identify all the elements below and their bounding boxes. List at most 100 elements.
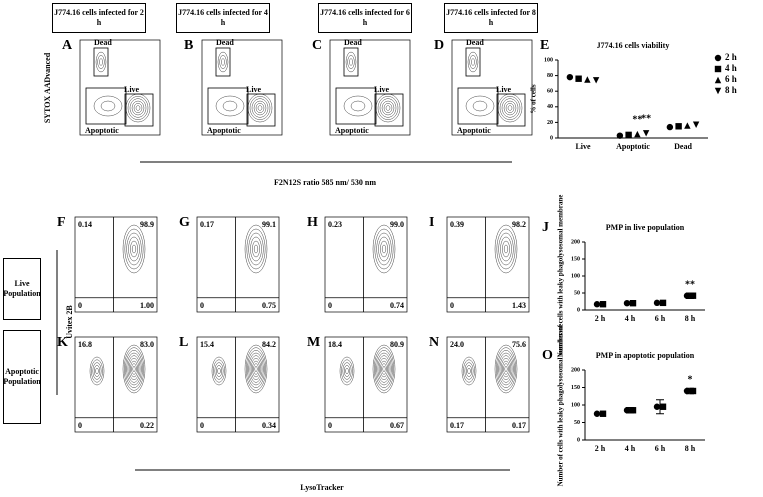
- quadrant-value: 99.0: [390, 220, 404, 229]
- contour: [505, 103, 515, 113]
- contour: [131, 244, 137, 254]
- axis-label: Uvitex 2B: [65, 305, 74, 339]
- data-point: [625, 131, 632, 139]
- contour: [345, 367, 349, 375]
- gate: [93, 47, 109, 77]
- gate-label: Dead: [344, 38, 362, 47]
- contour: [221, 58, 225, 66]
- contour: [89, 356, 105, 386]
- y-tick-label: 100: [571, 402, 580, 408]
- quadrant-value: 75.6: [512, 340, 526, 349]
- annotation: *: [688, 374, 693, 385]
- gate-label: Dead: [466, 38, 484, 47]
- contour: [504, 366, 508, 372]
- panel-letter: G: [179, 215, 190, 230]
- plot-frame: [324, 336, 408, 433]
- data-point: [714, 54, 722, 62]
- chart-title: PMP in apoptotic population: [596, 351, 695, 360]
- contour: [253, 100, 267, 116]
- panel-letter: H: [307, 215, 318, 230]
- quadrant-value: 1.43: [512, 301, 526, 310]
- y-tick-label: 200: [571, 239, 580, 245]
- data-point: [684, 122, 691, 129]
- panel-letter: I: [429, 215, 434, 230]
- data-point: [593, 301, 601, 308]
- panel-letter: O: [542, 348, 553, 363]
- gate: [335, 87, 377, 125]
- x-tick-label: Live: [575, 142, 591, 151]
- contour: [252, 360, 260, 378]
- data-point: [629, 300, 637, 307]
- data-point: [599, 410, 607, 417]
- contour: [376, 232, 392, 266]
- data-point: [659, 299, 667, 307]
- contour: [375, 93, 401, 123]
- panel-letter: F: [57, 215, 66, 230]
- contour: [385, 105, 391, 111]
- contour: [100, 100, 116, 112]
- chart-title: J774.16 cells viability: [597, 41, 670, 50]
- data-point: [629, 407, 637, 414]
- y-axis-label: Number of cells with leaky phagolysosoma…: [557, 195, 565, 358]
- contour: [463, 359, 475, 383]
- contour: [244, 224, 268, 274]
- data-point: [634, 130, 641, 138]
- contour: [130, 240, 138, 258]
- data-point: [642, 130, 650, 137]
- contour: [129, 98, 147, 118]
- plot-frame: [446, 216, 530, 313]
- data-point: [683, 387, 691, 395]
- y-axis-label: Number of cells with leaky phagolysosoma…: [557, 324, 565, 487]
- contour: [215, 95, 245, 117]
- contour: [494, 224, 518, 274]
- contour: [496, 228, 516, 270]
- contour: [469, 55, 477, 69]
- y-tick-label: 100: [544, 57, 553, 63]
- plot-frame: [79, 39, 161, 136]
- gate-label: Dead: [94, 38, 112, 47]
- panel-letter: D: [434, 38, 444, 53]
- contour: [132, 366, 136, 372]
- quadrant-value: 16.8: [78, 340, 92, 349]
- contour: [124, 228, 144, 270]
- contour: [465, 365, 473, 377]
- quadrant-value: 99.1: [262, 220, 276, 229]
- contour: [92, 362, 102, 380]
- axis-label: F2N12S ratio 585 nm/ 530 nm: [274, 178, 376, 187]
- contour: [372, 344, 396, 394]
- x-tick-label: 6 h: [655, 444, 666, 453]
- gate: [215, 47, 231, 77]
- contour: [249, 96, 271, 120]
- contour: [341, 359, 353, 383]
- legend-label: 4 h: [725, 63, 737, 73]
- data-point: [683, 292, 691, 299]
- y-tick-label: 80: [547, 73, 553, 79]
- quadrant-value: 0.22: [140, 421, 154, 430]
- contour: [131, 363, 137, 375]
- data-point: [659, 403, 667, 410]
- contour: [217, 51, 229, 73]
- contour: [497, 93, 523, 123]
- contour: [380, 360, 388, 378]
- gate: [207, 87, 249, 125]
- contour: [251, 98, 269, 118]
- quadrant-value: 0.14: [78, 220, 92, 229]
- contour: [248, 232, 264, 266]
- column-header: J774.16 cells infected for 4 h: [176, 3, 270, 33]
- contour: [378, 236, 390, 262]
- gate-label: Apoptotic: [335, 126, 369, 135]
- quadrant-value: 0.75: [262, 301, 276, 310]
- contour: [249, 355, 263, 383]
- contour: [467, 51, 479, 73]
- contour: [250, 236, 262, 262]
- y-tick-label: 200: [571, 367, 580, 373]
- contour: [502, 360, 510, 378]
- contour: [464, 362, 474, 380]
- contour: [503, 244, 509, 254]
- plot-frame: [74, 216, 158, 313]
- plot-frame: [201, 39, 283, 136]
- contour: [467, 367, 471, 375]
- annotation: **: [641, 114, 651, 125]
- y-tick-label: 60: [547, 89, 553, 95]
- data-point: [592, 77, 600, 84]
